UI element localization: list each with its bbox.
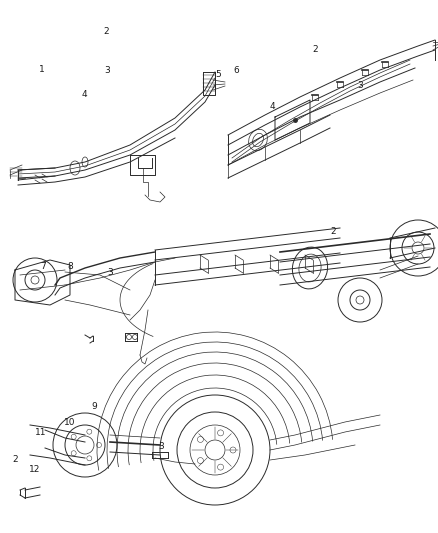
Text: 2: 2 <box>13 455 18 464</box>
Text: 12: 12 <box>29 465 41 473</box>
Text: 4: 4 <box>82 91 87 99</box>
Text: 7: 7 <box>40 262 46 271</box>
Text: 5: 5 <box>215 70 221 79</box>
Text: 11: 11 <box>35 429 46 437</box>
Text: 2: 2 <box>330 228 336 236</box>
Text: 3: 3 <box>107 269 113 277</box>
Text: 6: 6 <box>233 66 240 75</box>
Text: 3: 3 <box>158 442 164 451</box>
Text: 2: 2 <box>104 28 109 36</box>
Text: 3: 3 <box>104 66 110 75</box>
Text: 8: 8 <box>67 262 73 271</box>
Text: 3: 3 <box>357 81 363 90</box>
Text: 9: 9 <box>91 402 97 410</box>
Text: 2: 2 <box>313 45 318 53</box>
Text: 4: 4 <box>270 102 275 111</box>
Text: 1: 1 <box>39 65 45 74</box>
Text: 10: 10 <box>64 418 75 426</box>
